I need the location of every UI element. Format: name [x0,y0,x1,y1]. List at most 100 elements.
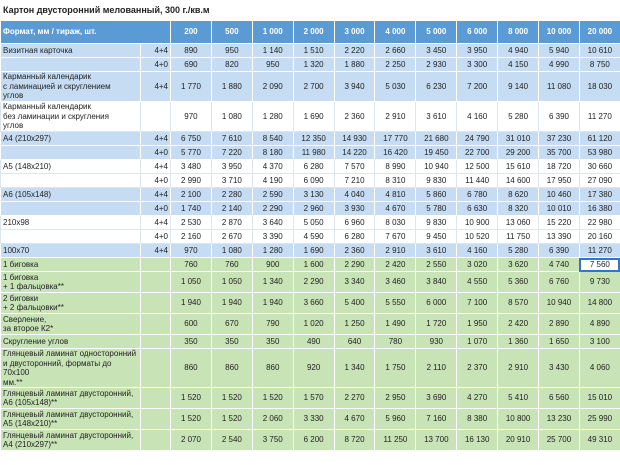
price-cell: 18 720 [538,159,580,174]
price-cell: 8 320 [497,201,540,216]
price-cell: 2 250 [374,57,417,72]
price-cell: 15 010 [578,387,620,409]
price-cell: 13 700 [415,429,458,451]
price-cell: 2 990 [170,173,212,188]
price-cell: 4 670 [333,408,376,430]
price-cell: 3 950 [456,43,499,58]
price-cell: 3 330 [292,408,335,430]
row-format [139,408,172,430]
price-cell: 2 910 [497,348,540,388]
price-cell: 2 870 [210,215,253,230]
row-name: 2 биговки + 2 фальцовки** [0,292,141,314]
row-name: 1 биговка + 1 фальцовка** [0,271,141,293]
column-header: 8 000 [497,20,540,44]
price-cell: 1 720 [415,313,458,335]
price-cell: 5 550 [374,292,417,314]
price-cell: 5 860 [415,187,458,202]
price-cell: 4 810 [374,187,417,202]
price-cell: 5 280 [497,101,540,132]
price-cell: 5 030 [374,71,417,102]
row-format: 4+0 [139,201,172,216]
price-cell: 2 540 [210,429,253,451]
price-cell: 8 750 [578,57,620,72]
price-cell: 21 680 [415,131,458,146]
price-cell: 5 780 [415,201,458,216]
table-row: 1 биговка + 1 фальцовка** 1 050 1 050 1 340… [0,271,620,293]
price-cell: 1 690 [292,101,335,132]
header-row: Формат, мм / тираж, шт. 200 500 1 000 2 000… [0,20,620,44]
table-row: Сверление, за второе К2* 600 670 790 1 020 1 … [0,313,620,335]
table-row: 4+0 2 990 3 710 4 190 6 090 7 210 8 310 9 830 11… [0,173,620,188]
row-format: 4+0 [139,229,172,244]
price-cell: 31 010 [497,131,540,146]
price-cell: 1 280 [251,101,294,132]
price-cell: 760 [170,257,212,272]
price-cell: 4 890 [578,313,620,335]
price-cell: 1 050 [170,271,212,293]
price-cell: 4 040 [333,187,376,202]
price-cell: 17 380 [578,187,620,202]
row-format [139,387,172,409]
price-cell: 9 450 [415,229,458,244]
price-cell: 25 700 [538,429,580,451]
price-cell: 6 630 [456,201,499,216]
price-cell: 2 100 [170,187,212,202]
price-cell: 15 610 [497,159,540,174]
price-cell: 2 160 [170,229,212,244]
price-cell: 3 100 [578,334,620,349]
price-cell: 5 360 [497,271,540,293]
price-cell: 5 280 [497,243,540,258]
column-header: 1 000 [251,20,294,44]
price-cell: 1 280 [251,243,294,258]
table-row: 100х70 4+4 970 1 080 1 280 1 690 2 360 2 910 3 6… [0,243,620,258]
price-cell: 1 340 [251,271,294,293]
price-cell: 10 940 [538,292,580,314]
price-cell: 3 020 [456,257,499,272]
row-name: Скругление углов [0,334,141,349]
column-header: 20 000 [578,20,620,44]
column-header: 10 000 [538,20,580,44]
price-cell: 1 520 [170,387,212,409]
price-cell: 6 390 [538,243,580,258]
price-cell: 2 890 [538,313,580,335]
row-format [139,429,172,451]
price-cell: 7 670 [374,229,417,244]
row-name: А6 (105х148) [0,187,141,202]
price-cell: 790 [251,313,294,335]
price-cell: 7 570 [333,159,376,174]
price-cell: 9 140 [497,71,540,102]
price-cell: 29 200 [497,145,540,160]
price-cell: 1 020 [292,313,335,335]
price-cell: 4 550 [456,271,499,293]
price-cell: 2 140 [210,201,253,216]
price-cell: 4 940 [497,43,540,58]
row-format [139,271,172,293]
price-cell: 6 390 [538,101,580,132]
price-cell: 2 910 [374,101,417,132]
price-cell: 16 130 [456,429,499,451]
price-cell: 24 790 [456,131,499,146]
price-cell: 820 [210,57,253,72]
price-cell: 3 430 [538,348,580,388]
price-cell: 5 400 [333,292,376,314]
price-cell: 7 210 [333,173,376,188]
row-name: Глянцевый ламинат двусторонний, А6 (105х… [0,387,141,409]
price-cell: 4 670 [374,201,417,216]
row-name: А5 (148х210) [0,159,141,174]
price-cell: 49 310 [578,429,620,451]
price-cell: 7 560 [578,257,620,272]
price-cell: 7 610 [210,131,253,146]
row-format: 4+0 [139,145,172,160]
price-cell: 1 600 [292,257,335,272]
price-cell: 1 250 [333,313,376,335]
price-cell: 1 320 [292,57,335,72]
price-cell: 7 160 [415,408,458,430]
price-cell: 6 200 [292,429,335,451]
table-row: 2 биговки + 2 фальцовки** 1 940 1 940 1 940… [0,292,620,314]
price-cell: 2 290 [333,257,376,272]
price-cell: 8 310 [374,173,417,188]
row-format [139,101,172,132]
table-row: Карманный календарик без ламинации и скр… [0,101,620,132]
price-cell: 22 700 [456,145,499,160]
price-cell: 4 150 [497,57,540,72]
